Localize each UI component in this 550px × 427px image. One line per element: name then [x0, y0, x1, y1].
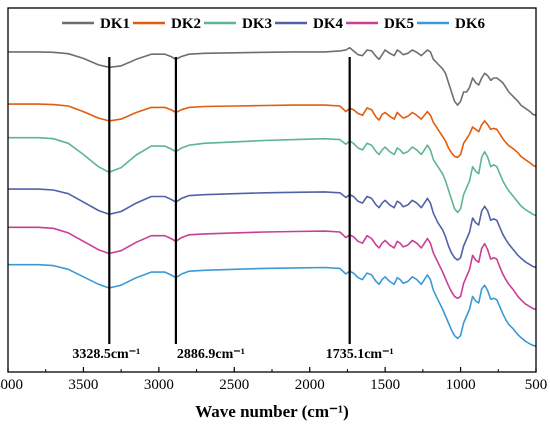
x-tick-label: 1000	[446, 377, 476, 393]
annotation-layer: 3328.5cm⁻¹ 2886.9cm⁻¹ 1735.1cm⁻¹	[72, 57, 394, 362]
legend-label: DK3	[242, 16, 272, 32]
plot-frame	[7, 7, 537, 373]
annotation-label: 1735.1cm⁻¹	[326, 347, 394, 362]
x-axis-title: Wave number (cm⁻¹)	[195, 402, 349, 421]
x-tick-label: 3000	[144, 377, 174, 393]
legend-label: DK4	[313, 16, 344, 32]
x-tick-label: 2500	[219, 377, 249, 393]
series-line-dk1	[8, 46, 537, 117]
series-line-dk3	[8, 136, 537, 217]
annotation-label: 2886.9cm⁻¹	[177, 347, 245, 362]
series-line-dk2	[8, 103, 537, 168]
x-tick-label: 1500	[370, 377, 400, 393]
legend: DK1 DK2 DK3 DK4 DK5 DK6	[62, 16, 486, 32]
series-line-dk4	[8, 188, 537, 269]
x-tick-label: 2000	[295, 377, 325, 393]
annotation-label: 3328.5cm⁻¹	[72, 347, 140, 362]
x-tick-label: 500	[525, 377, 548, 393]
legend-label: DK5	[384, 16, 414, 32]
series-line-dk6	[8, 263, 537, 348]
series-layer	[8, 46, 537, 348]
legend-label: DK2	[171, 16, 201, 32]
legend-label: DK1	[100, 16, 130, 32]
x-axis: 4000 3500 3000 2500 2000 1500 1000 500	[0, 367, 547, 393]
series-line-dk5	[8, 226, 537, 311]
x-tick-label: 3500	[68, 377, 98, 393]
x-tick-label: 4000	[0, 377, 23, 393]
legend-label: DK6	[455, 16, 486, 32]
